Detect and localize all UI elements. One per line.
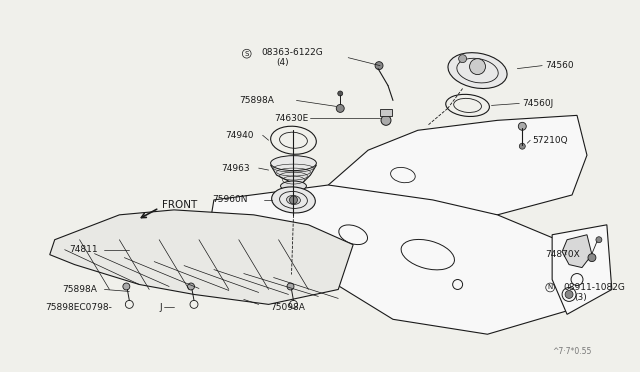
Circle shape [596,237,602,243]
Circle shape [565,291,573,298]
Circle shape [123,283,130,290]
Text: 08911-1082G: 08911-1082G [563,283,625,292]
Ellipse shape [271,187,316,213]
Polygon shape [50,210,353,304]
Circle shape [336,105,344,112]
Text: S: S [244,51,249,57]
Circle shape [518,122,526,130]
Text: 74560: 74560 [545,61,574,70]
Polygon shape [209,185,577,334]
Text: 75898A: 75898A [63,285,97,294]
FancyBboxPatch shape [380,109,392,116]
Polygon shape [552,225,612,314]
Circle shape [375,62,383,70]
Text: 74630E: 74630E [274,114,308,123]
Text: (4): (4) [276,58,289,67]
Text: 75898EC0798-: 75898EC0798- [45,303,111,312]
Circle shape [381,115,391,125]
Polygon shape [562,235,592,267]
Text: 75898A: 75898A [239,96,274,105]
Text: 74811: 74811 [70,245,99,254]
Circle shape [519,143,525,149]
Ellipse shape [280,181,307,191]
Circle shape [459,55,467,62]
Ellipse shape [271,155,316,171]
Text: (3): (3) [574,293,587,302]
Circle shape [470,59,486,74]
Text: 74940: 74940 [225,131,253,140]
Ellipse shape [448,53,507,89]
Text: 75098A: 75098A [271,303,305,312]
Text: 57210Q: 57210Q [532,136,568,145]
Circle shape [338,91,343,96]
Text: 08363-6122G: 08363-6122G [262,48,323,57]
Text: ^7·7*0.55: ^7·7*0.55 [552,347,592,356]
Circle shape [588,254,596,262]
Polygon shape [271,165,316,185]
Text: N: N [548,285,553,291]
Polygon shape [328,115,587,215]
Circle shape [287,283,294,290]
Ellipse shape [287,195,300,205]
Text: 74870X: 74870X [545,250,580,259]
Circle shape [289,196,298,204]
Text: 75960N: 75960N [212,195,248,205]
Text: 74963: 74963 [221,164,250,173]
Text: FRONT: FRONT [162,200,197,210]
Circle shape [188,283,195,290]
Text: 74560J: 74560J [522,99,554,108]
Text: J: J [159,303,162,312]
